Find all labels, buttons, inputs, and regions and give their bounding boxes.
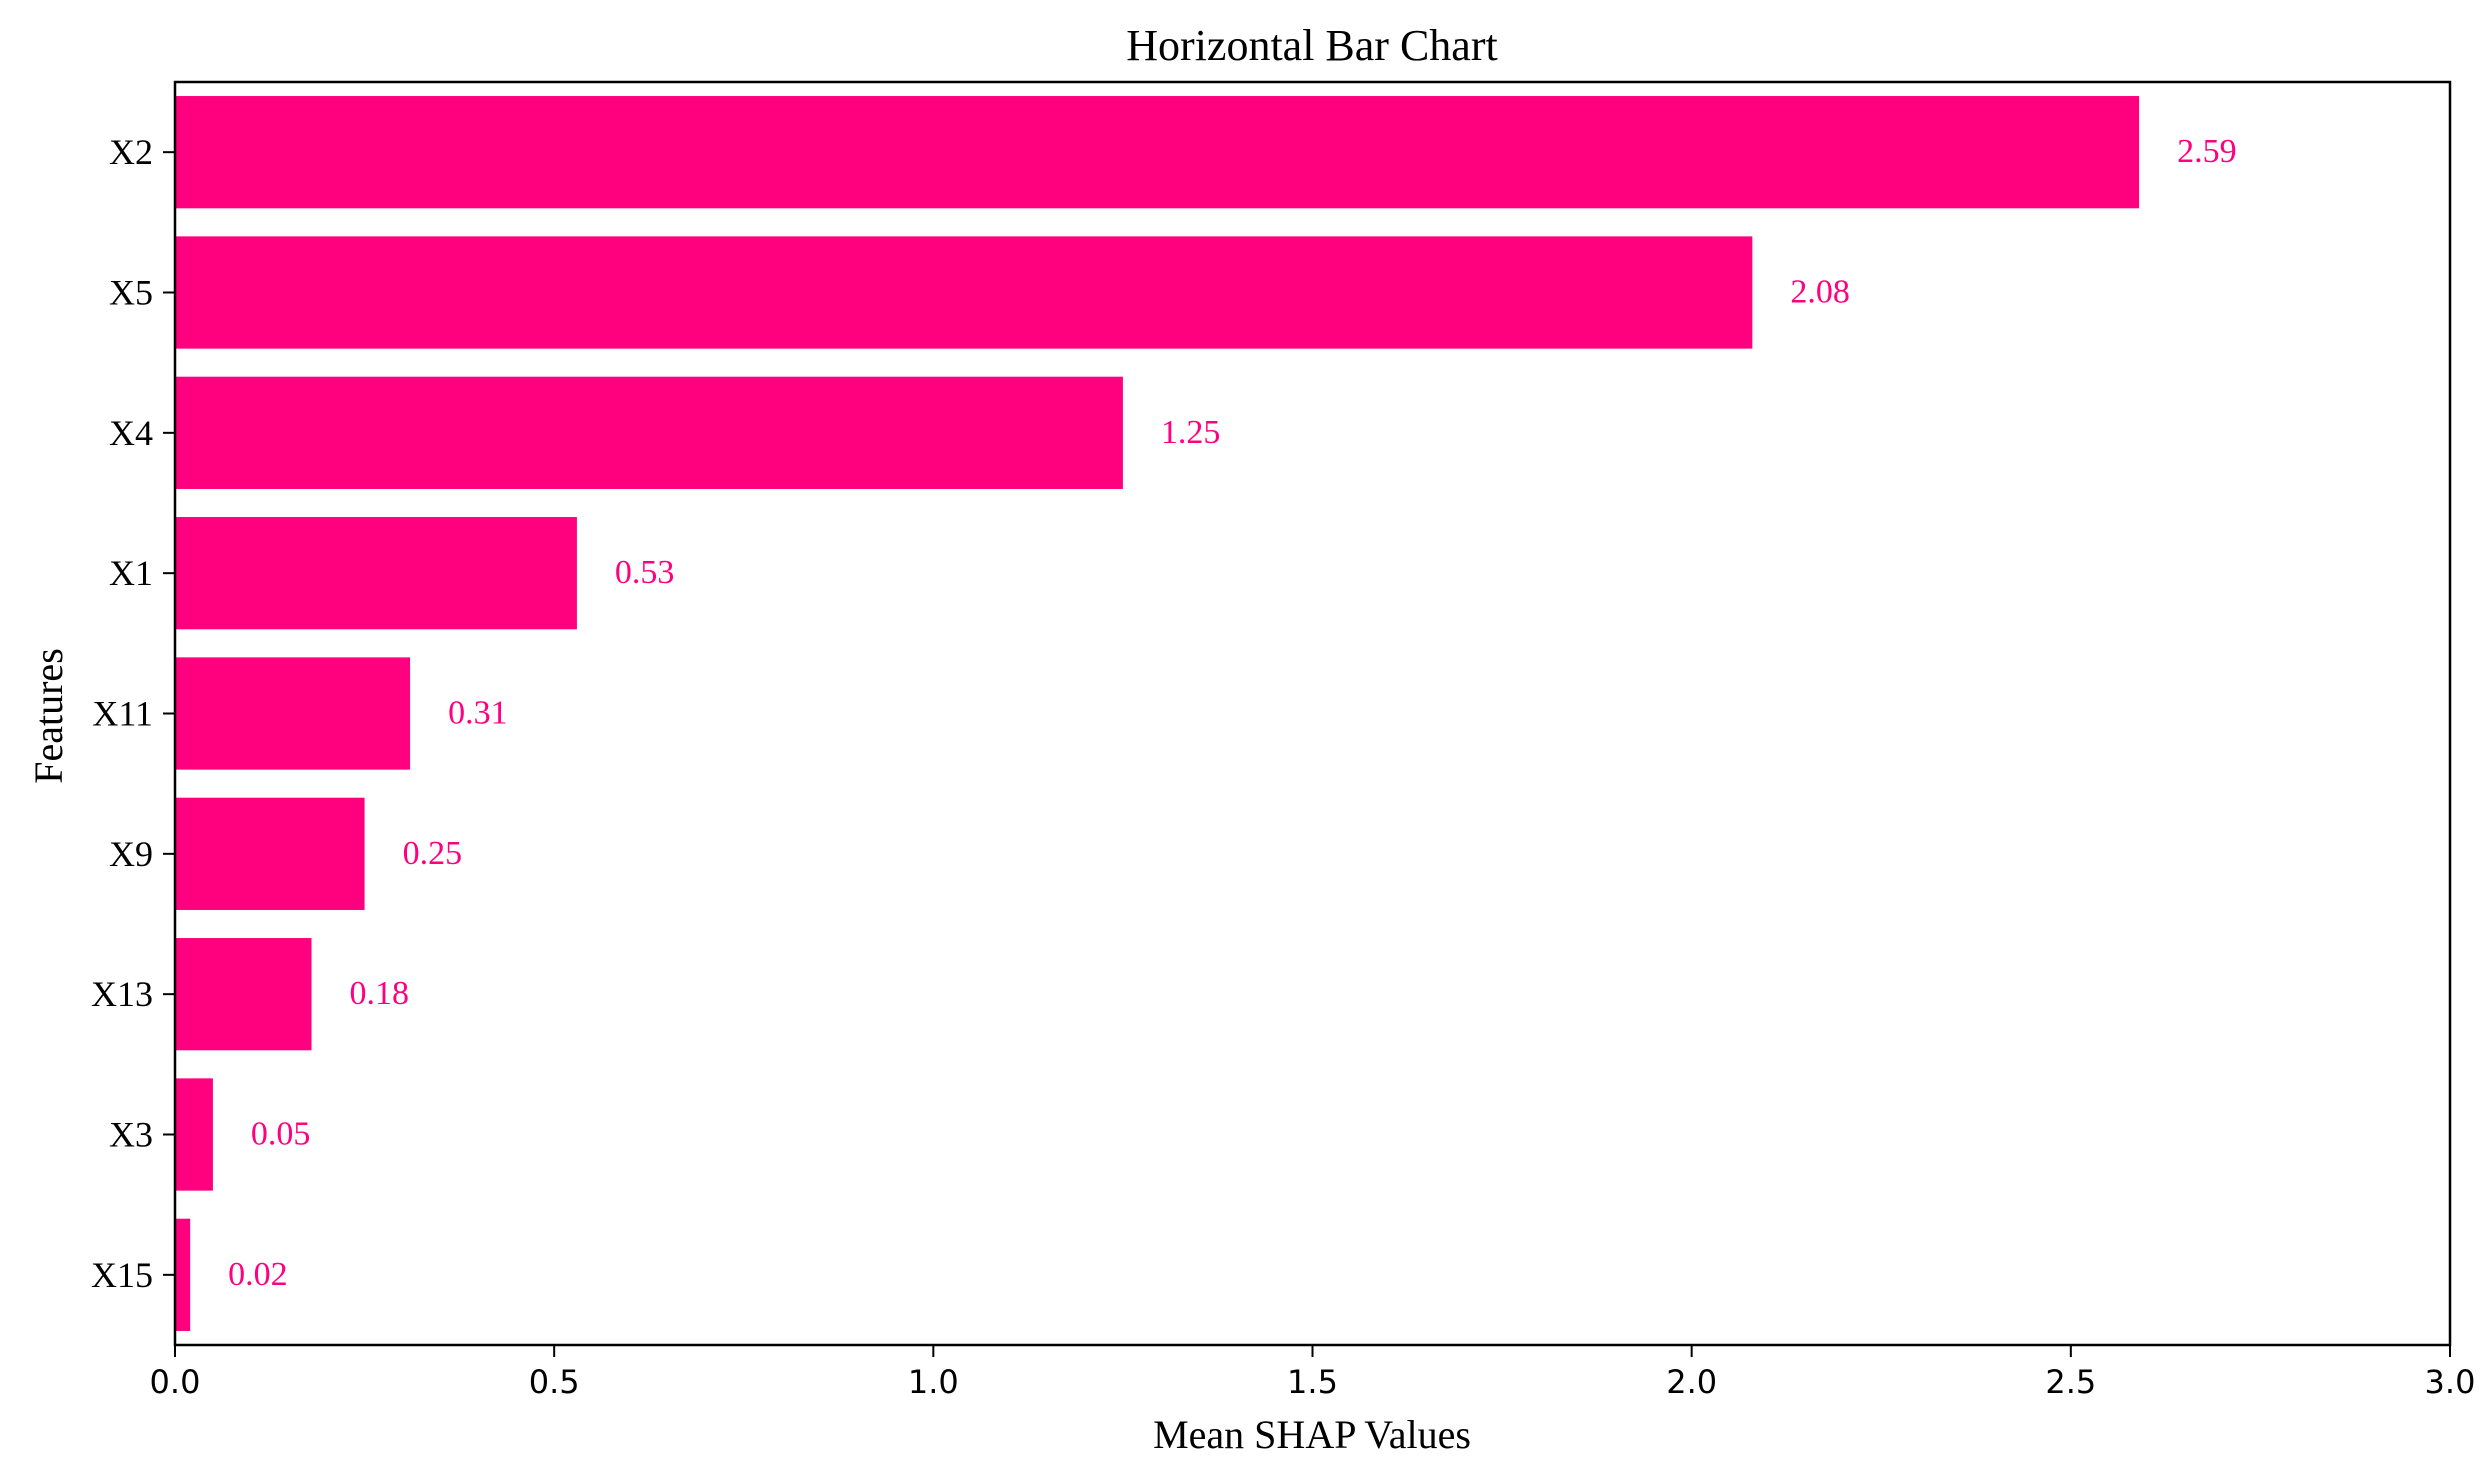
y-tick-label: X3 [109, 1115, 153, 1155]
bar-x2 [175, 96, 2140, 209]
y-tick-label: X5 [109, 273, 153, 313]
data-label-x4: 1.25 [1161, 414, 1221, 451]
x-tick-label: 1.0 [908, 1363, 959, 1401]
x-tick-label: 2.0 [1666, 1363, 1717, 1401]
data-label-x15: 0.02 [228, 1256, 288, 1293]
bar-x3 [175, 1078, 213, 1191]
bar-x1 [175, 517, 577, 630]
plot-frame [173, 80, 2452, 1347]
data-label-x5: 2.08 [1790, 274, 1850, 311]
bar-x13 [175, 938, 312, 1051]
data-label-x13: 0.18 [350, 975, 410, 1012]
x-tick-label: 0.5 [529, 1363, 580, 1401]
bar-x5 [175, 236, 1753, 349]
data-label-x3: 0.05 [251, 1116, 311, 1153]
data-label-x11: 0.31 [448, 695, 508, 732]
y-tick-label: X9 [109, 834, 153, 874]
y-tick-label: X13 [91, 974, 153, 1014]
bar-x4 [175, 376, 1123, 489]
x-tick-label: 3.0 [2425, 1363, 2476, 1401]
x-tick-label: 1.5 [1287, 1363, 1338, 1401]
y-tick-label: X2 [109, 132, 153, 172]
y-tick-label: X4 [109, 413, 153, 453]
plot-area: X2 2.59 X5 2.08 X4 1.25 X1 0.53 X11 0.31 X9 0.25 X13… [91, 80, 2476, 1401]
x-tick-label: 2.5 [2045, 1363, 2096, 1401]
y-axis-label: Features [26, 648, 71, 784]
bar-x11 [175, 657, 411, 770]
y-tick-label: X1 [109, 553, 153, 593]
chart-title: Horizontal Bar Chart [1126, 21, 1497, 70]
x-axis-label: Mean SHAP Values [1153, 1412, 1471, 1457]
bar-x9 [175, 797, 365, 910]
y-tick-label: X15 [91, 1255, 153, 1295]
bar-x15 [175, 1218, 191, 1331]
data-label-x2: 2.59 [2177, 133, 2237, 170]
data-label-x1: 0.53 [615, 554, 675, 591]
x-tick-label: 0.0 [150, 1363, 201, 1401]
y-tick-label: X11 [92, 694, 153, 734]
data-label-x9: 0.25 [403, 835, 463, 872]
